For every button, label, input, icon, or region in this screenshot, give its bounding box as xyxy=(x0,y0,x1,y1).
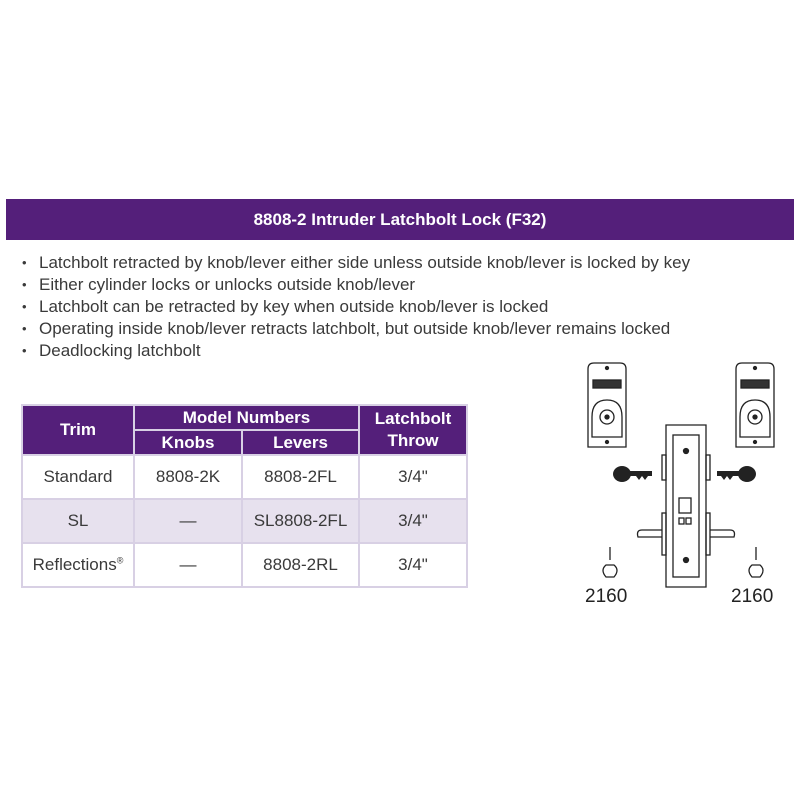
header-throw-text: Latchbolt Throw xyxy=(374,409,452,450)
trim-text: Reflections xyxy=(32,555,117,574)
header-levers: Levers xyxy=(241,429,360,456)
cell-knobs: — xyxy=(133,542,243,588)
header-latchbolt-throw: Latchbolt Throw xyxy=(358,404,468,456)
list-item: Deadlocking latchbolt xyxy=(20,340,690,362)
table-row: Reflections® — 8808-2RL 3/4" xyxy=(21,542,468,588)
list-item: Latchbolt can be retracted by key when o… xyxy=(20,296,690,318)
feature-list: Latchbolt retracted by knob/lever either… xyxy=(20,252,690,362)
cell-knobs: — xyxy=(133,498,243,544)
header-trim: Trim xyxy=(21,404,135,456)
model-table: Trim Model Numbers Latchbolt Throw Knobs… xyxy=(21,404,468,588)
cell-trim: Standard xyxy=(21,454,135,500)
cell-throw: 3/4" xyxy=(358,542,468,588)
table-row: Standard 8808-2K 8808-2FL 3/4" xyxy=(21,454,468,500)
list-item: Either cylinder locks or unlocks outside… xyxy=(20,274,690,296)
cell-trim: SL xyxy=(21,498,135,544)
page-title: 8808-2 Intruder Latchbolt Lock (F32) xyxy=(253,209,547,229)
escutcheon-left-icon xyxy=(587,362,627,448)
cell-throw: 3/4" xyxy=(358,498,468,544)
cell-levers: SL8808-2FL xyxy=(241,498,360,544)
header-model-numbers: Model Numbers xyxy=(133,404,360,431)
cell-trim: Reflections® xyxy=(21,542,135,588)
cell-levers: 8808-2FL xyxy=(241,454,360,500)
key-left-icon xyxy=(613,466,652,482)
list-item: Latchbolt retracted by knob/lever either… xyxy=(20,252,690,274)
thumbturn-right-label: 2160 xyxy=(731,586,774,607)
thumbturn-right-icon xyxy=(748,547,764,578)
lock-function-diagram xyxy=(587,362,775,588)
thumbturn-left-label: 2160 xyxy=(585,586,628,607)
table-row: SL — SL8808-2FL 3/4" xyxy=(21,498,468,544)
registered-mark: ® xyxy=(116,555,124,566)
cell-knobs: 8808-2K xyxy=(133,454,243,500)
header-knobs: Knobs xyxy=(133,429,243,456)
mortise-lock-icon xyxy=(636,424,736,588)
cell-levers: 8808-2RL xyxy=(241,542,360,588)
thumbturn-left-icon xyxy=(602,547,618,578)
key-right-icon xyxy=(717,466,756,482)
list-item: Operating inside knob/lever retracts lat… xyxy=(20,318,690,340)
escutcheon-right-icon xyxy=(735,362,775,448)
cell-throw: 3/4" xyxy=(358,454,468,500)
title-banner: 8808-2 Intruder Latchbolt Lock (F32) xyxy=(6,199,794,240)
